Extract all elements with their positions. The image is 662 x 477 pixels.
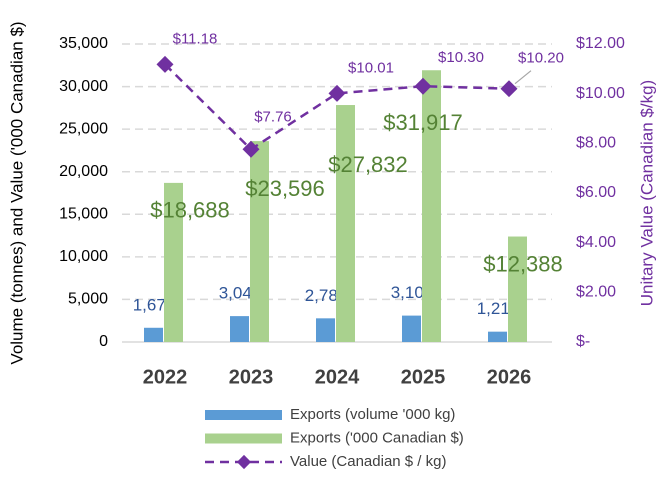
data-label: $27,832 [328,152,408,177]
legend-label: Value (Canadian $ / kg) [290,453,446,470]
bar [402,315,421,342]
leader-line [514,70,532,85]
data-label: $31,917 [383,110,463,135]
bar [422,70,441,342]
y2-axis-label: Unitary Value (Canadian $/kg) [637,80,656,306]
y2-tick-label: $2.00 [576,284,616,301]
marker [414,77,432,95]
data-label: $7.76 [254,108,292,125]
bar [316,318,335,342]
bar [336,105,355,343]
y-tick-label: 25,000 [59,120,108,137]
legend-swatch [205,410,282,420]
data-label: $11.18 [173,30,218,47]
y-tick-label: 0 [99,333,108,350]
y-tick-label: 10,000 [59,248,108,265]
data-label: $10.20 [518,50,564,67]
x-tick-label: 2023 [229,366,274,388]
y2-tick-label: $4.00 [576,234,616,251]
y-tick-label: 5,000 [68,291,108,308]
marker [242,140,260,158]
bar [164,182,183,342]
legend-label: Exports ('000 Canadian $) [290,429,464,446]
bar [508,236,527,342]
marker [500,80,518,98]
y2-tick-label: $10.00 [576,85,625,102]
legend-swatch [205,433,282,444]
data-label: $12,388 [483,251,563,276]
y2-tick-label: $6.00 [576,184,616,201]
bar [488,331,507,342]
x-tick-label: 2025 [401,366,446,388]
legend-swatch [236,454,252,470]
y-tick-label: 30,000 [59,78,108,95]
data-label: $18,688 [150,198,230,223]
y2-tick-label: $8.00 [576,135,616,152]
x-tick-label: 2026 [487,366,532,388]
data-label: $23,596 [245,176,325,201]
bar [144,327,163,342]
y2-tick-label: $- [576,333,590,350]
legend-label: Exports (volume '000 kg) [290,406,455,423]
y-tick-label: 35,000 [59,35,108,52]
y-axis-label: Volume (tonnes) and Value ('000 Canadian… [7,21,26,364]
y-tick-label: 20,000 [59,163,108,180]
marker [328,84,346,102]
data-label: $10.01 [348,59,394,76]
x-tick-label: 2024 [315,366,360,388]
y2-tick-label: $12.00 [576,35,625,52]
bar [250,141,269,342]
x-tick-label: 2022 [143,366,188,388]
y-tick-label: 15,000 [59,206,108,223]
line [164,63,510,151]
data-label: $10.30 [438,49,484,66]
bar [230,316,249,342]
